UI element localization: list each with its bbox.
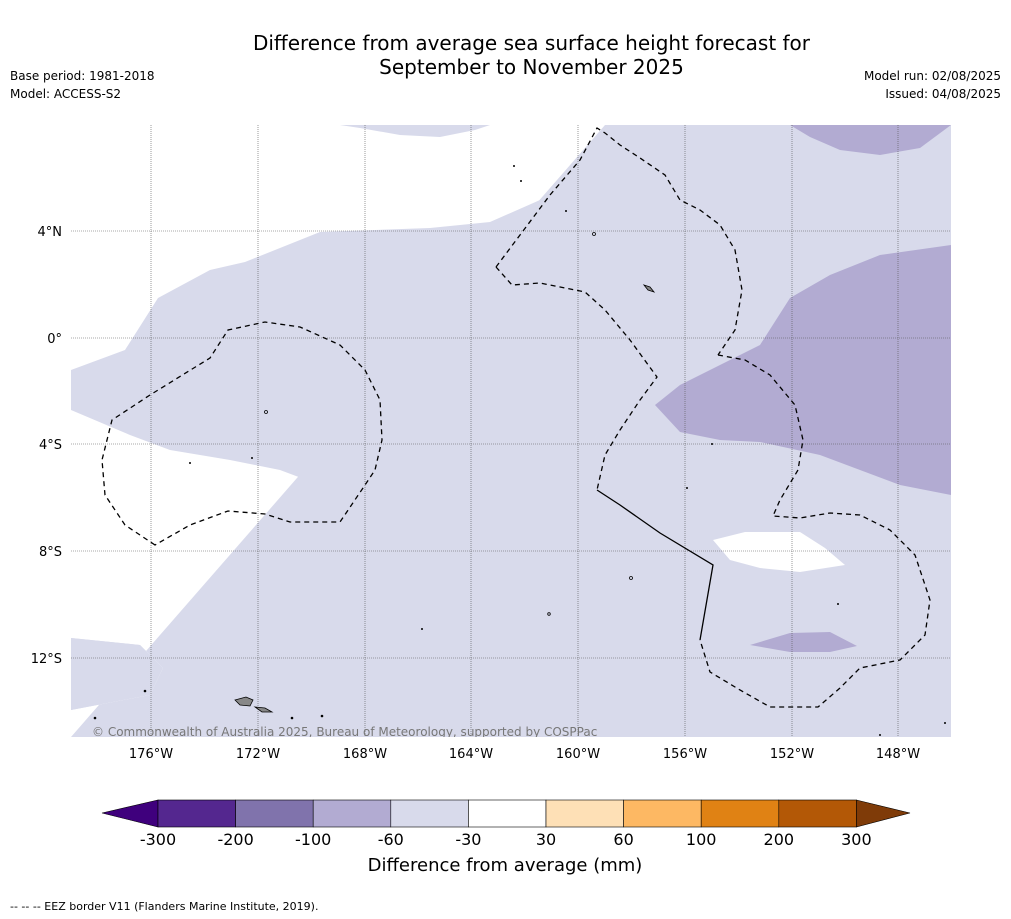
colorbar-segment bbox=[235, 799, 314, 828]
colorbar-tick: -200 bbox=[217, 830, 253, 849]
anomaly-region-light-south bbox=[71, 638, 163, 710]
eez-border-north bbox=[495, 127, 743, 356]
lat-label: 12°S bbox=[31, 652, 62, 667]
lon-label: 176°W bbox=[129, 747, 173, 762]
gridlines bbox=[71, 125, 951, 737]
island-samoa-2 bbox=[253, 706, 274, 713]
colorbar-tick: 100 bbox=[686, 830, 717, 849]
colorbar-segment bbox=[778, 799, 857, 828]
lon-label: 148°W bbox=[876, 747, 920, 762]
colorbar-tick: 30 bbox=[536, 830, 556, 849]
colorbar-tick: -100 bbox=[295, 830, 331, 849]
issued-date: Issued: 04/08/2025 bbox=[885, 87, 1001, 101]
lat-label: 4°N bbox=[38, 225, 63, 240]
title-line-2: September to November 2025 bbox=[379, 55, 684, 79]
colorbar-segment bbox=[623, 799, 702, 828]
colorbar-tick: -30 bbox=[455, 830, 481, 849]
map-title: Difference from average sea surface heig… bbox=[0, 31, 1011, 79]
longitude-labels: 176°W 172°W 168°W 164°W 160°W 156°W 152°… bbox=[129, 747, 920, 762]
colorbar: -300 -200 -100 -60 -30 30 60 100 200 300… bbox=[101, 799, 911, 876]
island-kiribati bbox=[642, 284, 656, 293]
base-period: Base period: 1981-2018 bbox=[10, 69, 155, 83]
model-run: Model run: 02/08/2025 bbox=[863, 69, 1001, 83]
lat-label: 8°S bbox=[39, 545, 62, 560]
lat-label: 4°S bbox=[39, 438, 62, 453]
colorbar-tick: 300 bbox=[841, 830, 872, 849]
eez-border-mid bbox=[495, 266, 658, 491]
eez-border-east bbox=[699, 354, 931, 708]
lon-label: 156°W bbox=[663, 747, 707, 762]
lon-label: 172°W bbox=[236, 747, 280, 762]
colorbar-title: Difference from average (mm) bbox=[368, 855, 643, 876]
eez-border-west bbox=[101, 321, 383, 546]
neutral-region-east bbox=[713, 532, 845, 572]
eez-footnote: -- -- -- EEZ border V11 (Flanders Marine… bbox=[10, 900, 319, 913]
eez-boundary-solid bbox=[596, 489, 714, 641]
latitude-labels: 4°N 0° 4°S 8°S 12°S bbox=[31, 225, 62, 667]
anomaly-region-light-top bbox=[340, 125, 490, 137]
colorbar-segment bbox=[468, 799, 547, 828]
lon-label: 168°W bbox=[343, 747, 387, 762]
colorbar-tick: -300 bbox=[140, 830, 176, 849]
copyright-text: © Commonwealth of Australia 2025, Bureau… bbox=[92, 725, 597, 739]
meta-left: Base period: 1981-2018 Model: ACCESS-S2 bbox=[10, 67, 155, 103]
map-area: © Commonwealth of Australia 2025, Bureau… bbox=[71, 125, 951, 739]
colorbar-tick: 200 bbox=[764, 830, 795, 849]
title-line-1: Difference from average sea surface heig… bbox=[252, 31, 811, 55]
lon-label: 152°W bbox=[770, 747, 814, 762]
colorbar-tick: 60 bbox=[613, 830, 633, 849]
lat-label: 0° bbox=[47, 332, 62, 347]
eez-borders bbox=[101, 127, 931, 708]
colorbar-extend-high bbox=[856, 799, 911, 828]
islands bbox=[93, 165, 946, 736]
model-name: Model: ACCESS-S2 bbox=[10, 87, 122, 101]
anomaly-region-medium-ne bbox=[790, 125, 951, 155]
anomaly-region-medium-se bbox=[750, 632, 857, 652]
lon-label: 160°W bbox=[556, 747, 600, 762]
island-samoa bbox=[234, 696, 254, 707]
anomaly-region-light-main bbox=[71, 125, 951, 737]
meta-right: Model run: 02/08/2025 Issued: 04/08/2025 bbox=[864, 67, 1001, 103]
colorbar-segment bbox=[700, 799, 780, 828]
colorbar-tick: -60 bbox=[378, 830, 404, 849]
lon-label: 164°W bbox=[449, 747, 493, 762]
colorbar-segment bbox=[312, 799, 392, 828]
colorbar-segment bbox=[545, 799, 624, 828]
colorbar-segment bbox=[157, 799, 236, 828]
colorbar-segment bbox=[390, 799, 469, 828]
anomaly-region-medium-east bbox=[655, 245, 951, 495]
colorbar-extend-low bbox=[101, 799, 159, 828]
